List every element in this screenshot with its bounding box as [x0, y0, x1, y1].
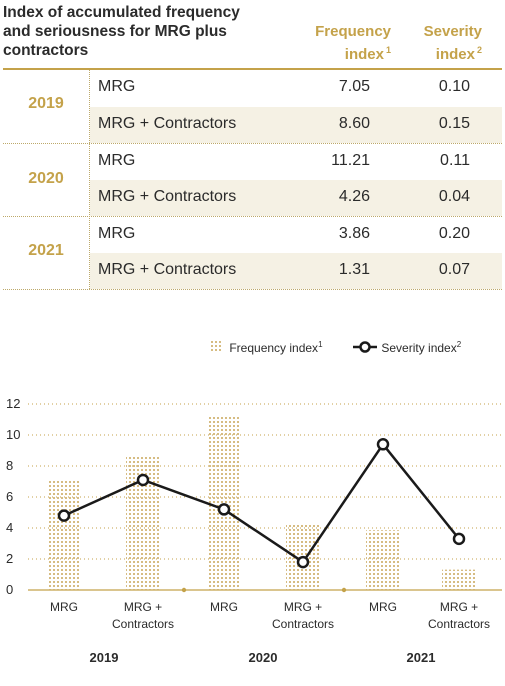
frequency-value: 4.26 [338, 188, 370, 205]
row-label: MRG + Contractors [98, 188, 237, 205]
severity-point [296, 555, 310, 569]
frequency-value: 3.86 [338, 225, 370, 242]
y-tick-label: 12 [6, 396, 20, 411]
frequency-value: 8.60 [338, 115, 370, 132]
row-label: MRG [98, 225, 136, 242]
y-tick-label: 8 [6, 458, 13, 473]
x-tick-label: MRG + [440, 600, 478, 614]
severity-value: 0.07 [438, 261, 470, 278]
header-severity-line: Severity [423, 23, 482, 40]
year-cell-2020: 2020 [28, 170, 64, 187]
x-tick-label: MRG [369, 600, 397, 614]
table-title: Index of accumulated frequency and serio… [3, 3, 283, 60]
bar-frequency [47, 480, 81, 590]
x-tick-label: MRG [210, 600, 238, 614]
dotted-bar-swatch-icon [211, 341, 221, 351]
severity-point [136, 473, 150, 487]
group-label: 2021 [407, 650, 436, 665]
x-tick-label: MRG + [284, 600, 322, 614]
row-separator [3, 289, 502, 290]
row-label: MRG [98, 78, 136, 95]
row-separator [3, 143, 502, 144]
row-label: MRG [98, 152, 136, 169]
legend-label-frequency: Frequency index [229, 341, 319, 355]
table-row: MRG 3.86 0.20 [90, 217, 502, 253]
year-cell-2021: 2021 [28, 242, 64, 259]
table-row: MRG + Contractors 4.26 0.04 [90, 180, 502, 216]
table-row: MRG 7.05 0.10 [90, 70, 502, 106]
y-tick-label: 6 [6, 489, 13, 504]
severity-value: 0.04 [438, 188, 470, 205]
legend-label-severity: Severity index [381, 341, 457, 355]
footnote-marker: 2 [456, 340, 462, 349]
x-tick-label: Contractors [112, 617, 174, 631]
y-tick-label: 4 [6, 520, 13, 535]
table-row: MRG 11.21 0.11 [90, 144, 502, 180]
row-label: MRG + Contractors [98, 115, 237, 132]
table-row: MRG + Contractors 1.31 0.07 [90, 253, 502, 289]
severity-value: 0.10 [438, 78, 470, 95]
header-severity-index: Severity index 2 [400, 22, 482, 64]
header-frequency-index: Frequency index 1 [295, 22, 391, 64]
legend-item-severity: Severity index2 [352, 340, 461, 355]
table-title-line: and seriousness for MRG plus [3, 23, 227, 40]
group-divider-dot [341, 587, 347, 593]
header-severity-line2: index 2 [435, 45, 482, 63]
table-top-rule [3, 68, 502, 70]
table-column-divider [89, 70, 90, 289]
legend-item-frequency: Frequency index1 [210, 340, 323, 355]
bar-frequency [442, 569, 476, 590]
severity-point [57, 509, 71, 522]
header-frequency-line2: index 1 [344, 45, 391, 63]
x-tick-label: Contractors [428, 617, 490, 631]
combo-chart: 0 2 4 6 8 10 12 MRG MRG + Contractors MRG MRG + Con… [6, 396, 502, 665]
group-label: 2020 [249, 650, 278, 665]
footnote-marker: 2 [476, 45, 482, 55]
footnote-marker: 1 [318, 340, 323, 349]
severity-point [217, 503, 231, 516]
x-tick-label: Contractors [272, 617, 334, 631]
line-marker-swatch-icon [353, 341, 377, 353]
row-separator [3, 216, 502, 217]
frequency-value: 11.21 [331, 152, 370, 169]
y-tick-label: 0 [6, 582, 13, 597]
row-label: MRG + Contractors [98, 261, 237, 278]
severity-point [452, 532, 466, 546]
y-tick-label: 2 [6, 551, 13, 566]
severity-point [376, 438, 390, 451]
header-frequency-line: Frequency [315, 23, 391, 40]
severity-value: 0.11 [440, 152, 470, 169]
year-cell-2019: 2019 [28, 95, 64, 112]
bar-frequency [366, 530, 400, 590]
table-title-line: Index of accumulated frequency [3, 4, 240, 21]
frequency-value: 1.31 [338, 261, 370, 278]
group-divider-dot [181, 587, 187, 593]
group-label: 2019 [90, 650, 119, 665]
severity-value: 0.20 [438, 225, 470, 242]
table-title-line: contractors [3, 42, 89, 59]
severity-value: 0.15 [438, 115, 470, 132]
footnote-marker: 1 [385, 45, 391, 55]
x-tick-label: MRG [50, 600, 78, 614]
table-row: MRG + Contractors 8.60 0.15 [90, 107, 502, 143]
bar-frequency [207, 416, 241, 590]
frequency-value: 7.05 [338, 78, 370, 95]
x-tick-label: MRG + [124, 600, 162, 614]
severity-line [63, 443, 460, 564]
y-tick-label: 10 [6, 427, 20, 442]
